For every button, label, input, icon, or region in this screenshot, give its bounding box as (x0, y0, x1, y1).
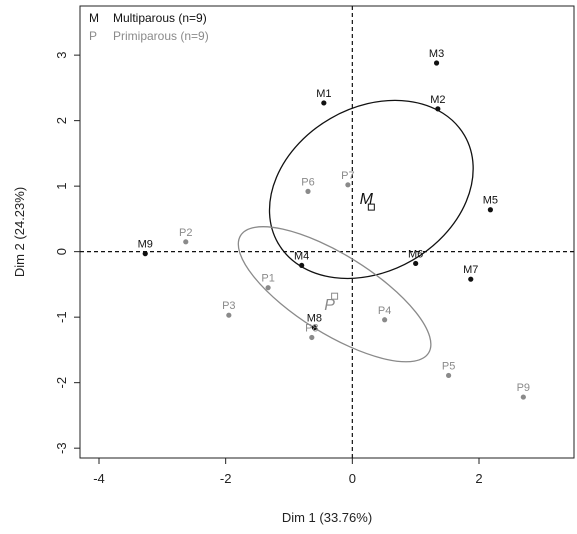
point-m3 (433, 60, 440, 66)
point-label-m1: M1 (316, 88, 331, 100)
x-axis-title: Dim 1 (33.76%) (282, 510, 372, 525)
primiparous-ellipse (237, 226, 432, 363)
point-m2 (435, 106, 441, 112)
point-m1 (321, 100, 327, 106)
point-label-p9: P9 (517, 382, 530, 394)
point-label-p3: P3 (222, 300, 235, 312)
point-label-m5: M5 (483, 195, 498, 207)
point-m6 (413, 260, 419, 267)
multiparous-ellipse (268, 99, 474, 280)
point-label-m3: M3 (429, 48, 444, 60)
primiparous-centroid-marker (331, 292, 339, 300)
point-m5 (487, 207, 493, 213)
y-tick-label: -1 (54, 311, 69, 323)
point-label-p2: P2 (179, 227, 192, 239)
y-tick-label: 1 (54, 183, 69, 190)
point-p9 (520, 394, 526, 400)
point-p2 (183, 239, 189, 245)
legend-symbol-primiparous: P (89, 29, 97, 43)
legend: M Multiparous (n=9) P Primiparous (n=9) (89, 11, 209, 43)
point-p8 (309, 334, 315, 341)
y-tick-label: 2 (54, 117, 69, 124)
primiparous-centroid-label: P (324, 297, 335, 314)
legend-label-multiparous: Multiparous (n=9) (113, 11, 207, 25)
y-tick-label: -2 (54, 377, 69, 389)
point-label-p8: P8 (305, 322, 318, 334)
x-tick-label: -4 (93, 471, 105, 486)
legend-label-primiparous: Primiparous (n=9) (113, 29, 209, 43)
point-m9 (142, 251, 148, 257)
point-label-p7: P7 (341, 170, 354, 182)
multiparous-centroid-label: M (360, 191, 374, 208)
y-tick-label: 0 (54, 248, 69, 255)
point-m7 (468, 276, 474, 282)
point-label-m4: M4 (294, 250, 309, 262)
point-p5 (446, 372, 452, 379)
point-label-m9: M9 (138, 239, 153, 251)
y-tick-label: 3 (54, 52, 69, 59)
point-label-m8: M8 (307, 313, 322, 325)
y-axis-title: Dim 2 (24.23%) (12, 187, 27, 277)
point-m8 (311, 325, 317, 331)
legend-symbol-multiparous: M (89, 11, 99, 25)
point-p6 (305, 188, 311, 194)
point-p3 (226, 312, 232, 318)
y-tick-label: -3 (54, 442, 69, 454)
point-label-p4: P4 (378, 305, 391, 317)
point-p4 (382, 317, 388, 323)
multiparous-centroid-marker (367, 203, 375, 211)
point-label-p6: P6 (301, 176, 314, 188)
plot-frame (79, 5, 575, 459)
point-label-m2: M2 (430, 94, 445, 106)
x-tick-label: -2 (220, 471, 232, 486)
point-label-m7: M7 (463, 264, 478, 276)
point-label-m6: M6 (408, 248, 423, 260)
point-label-p1: P1 (261, 273, 274, 285)
x-tick-label: 2 (475, 471, 482, 486)
point-label-p5: P5 (442, 360, 455, 372)
point-m4 (299, 262, 305, 269)
point-p7 (345, 182, 351, 188)
x-tick-label: 0 (349, 471, 356, 486)
point-p1 (265, 285, 271, 291)
